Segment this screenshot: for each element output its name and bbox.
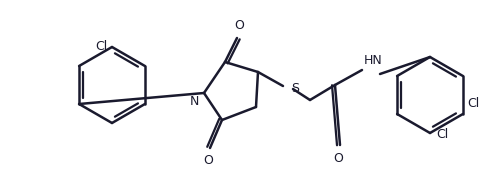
Text: Cl: Cl <box>467 97 479 110</box>
Text: O: O <box>203 154 213 167</box>
Text: N: N <box>190 95 199 108</box>
Text: Cl: Cl <box>436 129 448 142</box>
Text: O: O <box>333 152 343 165</box>
Text: Cl: Cl <box>96 40 108 54</box>
Text: O: O <box>234 19 244 32</box>
Text: HN: HN <box>364 54 383 67</box>
Text: S: S <box>291 82 299 95</box>
